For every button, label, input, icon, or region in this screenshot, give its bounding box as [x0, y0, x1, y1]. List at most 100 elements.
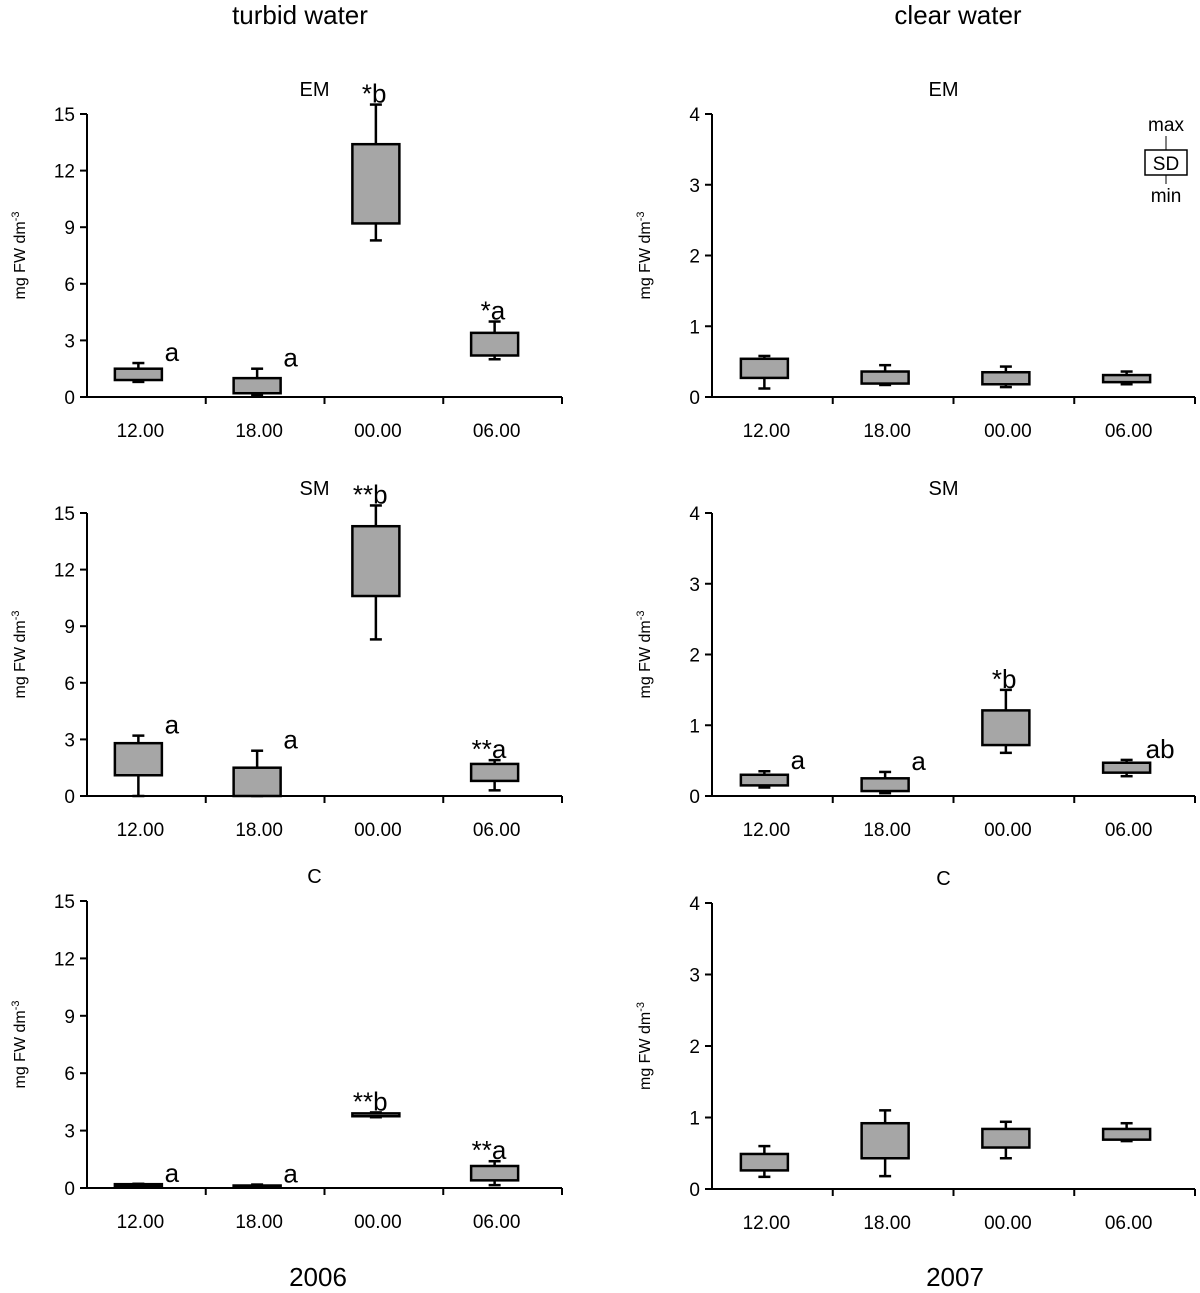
x-tick-label: 18.00	[235, 1212, 283, 1233]
panel-sm-turbid: SM 0 3 6 9 12 15 mg FW dm-3 12.00 18.00 00.00 06.00…	[10, 478, 563, 841]
x-tick-label: 12.00	[117, 421, 165, 442]
box-rect	[351, 524, 401, 598]
y-tick-label: 0	[689, 1180, 700, 1201]
column-title-clear: clear water	[894, 0, 1022, 30]
box-12.00: a	[113, 337, 180, 384]
y-axis-label-superscript: -3	[635, 212, 647, 222]
box-00.00: **b	[351, 479, 401, 641]
panel-sm-clear: SM 0 1 2 3 4 mg FW dm-3 12.00 18.00 00.00 06.00 a a *…	[635, 478, 1196, 841]
y-axis-label: mg FW dm-3	[635, 611, 654, 699]
y-axis-label: mg FW dm-3	[10, 1001, 29, 1089]
box-12.00	[739, 1144, 790, 1179]
box-rect	[860, 1121, 910, 1160]
box-rect	[981, 1127, 1031, 1149]
x-tick-label: 18.00	[863, 820, 911, 841]
box-18.00	[860, 363, 910, 387]
y-tick-label: 0	[689, 388, 700, 409]
panel-title: C	[936, 868, 950, 890]
y-axis-label-superscript: -3	[10, 611, 22, 621]
y-axis-label: mg FW dm-3	[10, 611, 29, 699]
y-tick-label: 12	[54, 949, 75, 970]
panel-title: EM	[300, 79, 330, 101]
box-rect	[351, 142, 401, 225]
significance-label: a	[283, 343, 298, 373]
box-rect	[981, 370, 1031, 386]
box-06.00	[1101, 1121, 1152, 1143]
panel-title: EM	[929, 79, 959, 101]
y-tick-label: 6	[64, 1064, 75, 1085]
y-tick-label: 15	[54, 892, 75, 913]
x-tick-label: 12.00	[117, 820, 165, 841]
box-rect	[232, 376, 282, 395]
box-rect	[113, 741, 164, 777]
y-tick-label: 0	[64, 787, 75, 808]
box-06.00: *a	[469, 296, 520, 361]
box-rect	[232, 766, 282, 798]
x-tick-label: 00.00	[354, 421, 402, 442]
y-tick-label: 2	[689, 1037, 700, 1058]
y-tick-label: 1	[689, 716, 700, 737]
x-tick-label: 00.00	[984, 421, 1032, 442]
box-rect	[113, 1182, 164, 1188]
significance-label: **a	[472, 1135, 507, 1165]
significance-label: a	[283, 725, 298, 755]
significance-label: *b	[362, 79, 387, 109]
panel-c-turbid: C 0 3 6 9 12 15 mg FW dm-3 12.00 18.00 00.00 06.00 a…	[10, 866, 563, 1233]
box-rect	[739, 773, 790, 787]
significance-label: **a	[472, 734, 507, 764]
y-tick-label: 9	[64, 1007, 75, 1028]
legend-key: max SD min	[1144, 115, 1188, 207]
y-tick-label: 15	[54, 105, 75, 126]
box-rect	[860, 777, 910, 793]
legend-max-label: max	[1148, 115, 1184, 136]
y-tick-label: 3	[689, 966, 700, 987]
y-tick-label: 3	[64, 331, 75, 352]
box-12.00	[739, 354, 790, 390]
x-tick-label: 18.00	[863, 1213, 911, 1234]
x-tick-label: 12.00	[743, 820, 791, 841]
box-06.00: **a	[469, 1135, 520, 1187]
box-rect	[351, 1112, 401, 1118]
year-label-2007: 2007	[926, 1262, 984, 1292]
y-tick-label: 2	[689, 646, 700, 667]
box-rect	[739, 1152, 790, 1172]
box-00.00	[981, 1120, 1031, 1160]
y-axis-label: mg FW dm-3	[10, 212, 29, 300]
significance-label: a	[283, 1159, 298, 1189]
box-rect	[469, 1164, 520, 1182]
x-tick-label: 00.00	[354, 820, 402, 841]
significance-label: *a	[481, 296, 506, 326]
box-rect	[469, 762, 520, 783]
panel-em-turbid: EM 0 3 6 9 12 15 mg FW dm-3 12.00 18.00 00.00 06.00…	[10, 79, 563, 442]
panel-c-clear: C 0 1 2 3 4 mg FW dm-3 12.00 18.00 00.00 06.00	[635, 868, 1196, 1234]
significance-label: **b	[353, 1086, 388, 1116]
y-tick-label: 6	[64, 674, 75, 695]
significance-label: a	[791, 745, 806, 775]
x-tick-label: 06.00	[1105, 1213, 1153, 1234]
y-tick-label: 9	[64, 617, 75, 638]
box-00.00: *b	[351, 79, 401, 242]
box-06.00: **a	[469, 734, 520, 792]
box-rect	[739, 357, 790, 380]
x-tick-label: 06.00	[473, 421, 521, 442]
y-tick-label: 4	[689, 894, 700, 915]
y-axis-label-superscript: -3	[10, 212, 22, 222]
significance-label: ab	[1146, 734, 1175, 764]
box-06.00	[1101, 370, 1152, 386]
x-tick-label: 00.00	[984, 1213, 1032, 1234]
significance-label: a	[165, 1158, 180, 1188]
significance-label: *b	[992, 664, 1017, 694]
box-rect	[1101, 373, 1152, 384]
x-tick-label: 06.00	[473, 1212, 521, 1233]
box-18.00	[860, 1109, 910, 1178]
panel-title: C	[307, 866, 321, 888]
x-tick-label: 00.00	[984, 820, 1032, 841]
box-12.00: a	[113, 1158, 180, 1188]
y-tick-label: 0	[64, 388, 75, 409]
legend-sd-label: SD	[1153, 154, 1179, 175]
y-tick-label: 3	[64, 730, 75, 751]
x-tick-label: 12.00	[743, 1213, 791, 1234]
panel-title: SM	[300, 478, 330, 500]
box-12.00: a	[739, 745, 806, 789]
